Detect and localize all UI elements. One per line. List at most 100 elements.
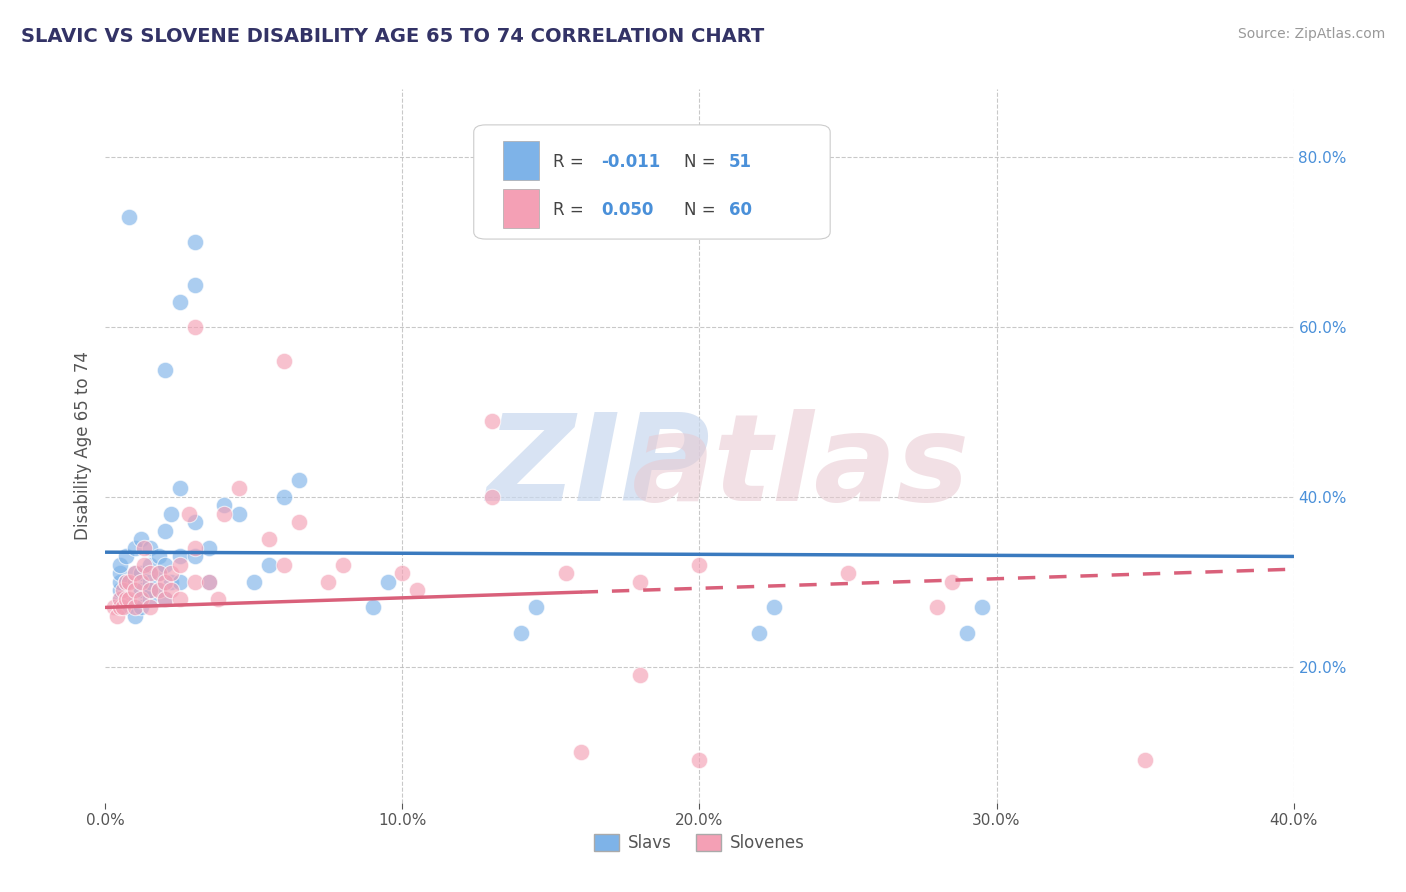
Point xyxy=(183,277,205,292)
Point xyxy=(105,608,128,623)
Y-axis label: Disability Age 65 to 74: Disability Age 65 to 74 xyxy=(73,351,91,541)
Point xyxy=(112,583,135,598)
Point xyxy=(139,600,162,615)
Point xyxy=(257,558,280,572)
Point xyxy=(129,591,152,606)
Point xyxy=(118,210,141,224)
Point xyxy=(177,507,200,521)
Point xyxy=(148,583,170,598)
Point xyxy=(124,566,146,581)
Point xyxy=(110,583,132,598)
Point xyxy=(169,482,191,496)
Point xyxy=(956,626,979,640)
FancyBboxPatch shape xyxy=(503,188,538,227)
Point xyxy=(689,558,711,572)
Point xyxy=(406,583,429,598)
Point xyxy=(153,591,176,606)
Point xyxy=(124,541,146,555)
Text: -0.011: -0.011 xyxy=(600,153,661,171)
Point xyxy=(112,600,135,615)
Point xyxy=(169,294,191,309)
Point xyxy=(153,574,176,589)
Point xyxy=(115,591,138,606)
Point xyxy=(139,583,162,598)
Point xyxy=(941,574,963,589)
Point xyxy=(148,566,170,581)
Point xyxy=(115,549,138,564)
Point xyxy=(183,541,205,555)
Point xyxy=(153,591,176,606)
Point xyxy=(214,499,236,513)
Point xyxy=(110,600,132,615)
Point xyxy=(103,600,125,615)
Text: ZIP: ZIP xyxy=(486,409,710,526)
Point xyxy=(110,558,132,572)
Point xyxy=(115,574,138,589)
Point xyxy=(481,413,503,427)
Point xyxy=(124,566,146,581)
Point xyxy=(243,574,266,589)
Point xyxy=(124,608,146,623)
Point xyxy=(159,507,181,521)
FancyBboxPatch shape xyxy=(474,125,830,239)
Text: 51: 51 xyxy=(730,153,752,171)
Point xyxy=(159,566,181,581)
Point xyxy=(139,566,162,581)
Point xyxy=(139,583,162,598)
Point xyxy=(689,753,711,767)
Point xyxy=(198,574,221,589)
Text: N =: N = xyxy=(685,153,721,171)
Point xyxy=(148,566,170,581)
Point xyxy=(124,583,146,598)
Point xyxy=(132,558,155,572)
Point xyxy=(183,235,205,249)
Point xyxy=(207,591,229,606)
Point xyxy=(129,600,152,615)
Point xyxy=(183,320,205,334)
Point xyxy=(837,566,859,581)
Point xyxy=(139,591,162,606)
Point xyxy=(628,574,651,589)
Point xyxy=(169,591,191,606)
Point xyxy=(524,600,547,615)
Point xyxy=(287,473,309,487)
Text: R =: R = xyxy=(554,201,589,219)
Point xyxy=(228,507,250,521)
Point xyxy=(115,600,138,615)
Point xyxy=(762,600,785,615)
Point xyxy=(110,566,132,581)
Text: SLAVIC VS SLOVENE DISABILITY AGE 65 TO 74 CORRELATION CHART: SLAVIC VS SLOVENE DISABILITY AGE 65 TO 7… xyxy=(21,27,765,45)
Point xyxy=(273,558,295,572)
Point xyxy=(169,558,191,572)
Text: atlas: atlas xyxy=(631,409,970,526)
Point xyxy=(287,516,309,530)
Point xyxy=(129,583,152,598)
Point xyxy=(554,566,576,581)
Point xyxy=(510,626,533,640)
Point xyxy=(481,490,503,504)
Text: Source: ZipAtlas.com: Source: ZipAtlas.com xyxy=(1237,27,1385,41)
Point xyxy=(159,583,181,598)
Point xyxy=(148,549,170,564)
Point xyxy=(332,558,354,572)
Point xyxy=(124,574,146,589)
Point xyxy=(273,490,295,504)
Point xyxy=(115,574,138,589)
Point xyxy=(118,591,141,606)
Point xyxy=(110,574,132,589)
Point xyxy=(970,600,993,615)
Point xyxy=(214,507,236,521)
Point xyxy=(183,516,205,530)
Point xyxy=(118,574,141,589)
Point xyxy=(927,600,949,615)
Point xyxy=(110,591,132,606)
Point xyxy=(257,533,280,547)
Point xyxy=(153,558,176,572)
Point xyxy=(129,566,152,581)
Point xyxy=(1133,753,1156,767)
Point xyxy=(628,668,651,682)
Point xyxy=(129,574,152,589)
Point xyxy=(569,745,592,759)
FancyBboxPatch shape xyxy=(503,141,538,180)
Point xyxy=(159,574,181,589)
